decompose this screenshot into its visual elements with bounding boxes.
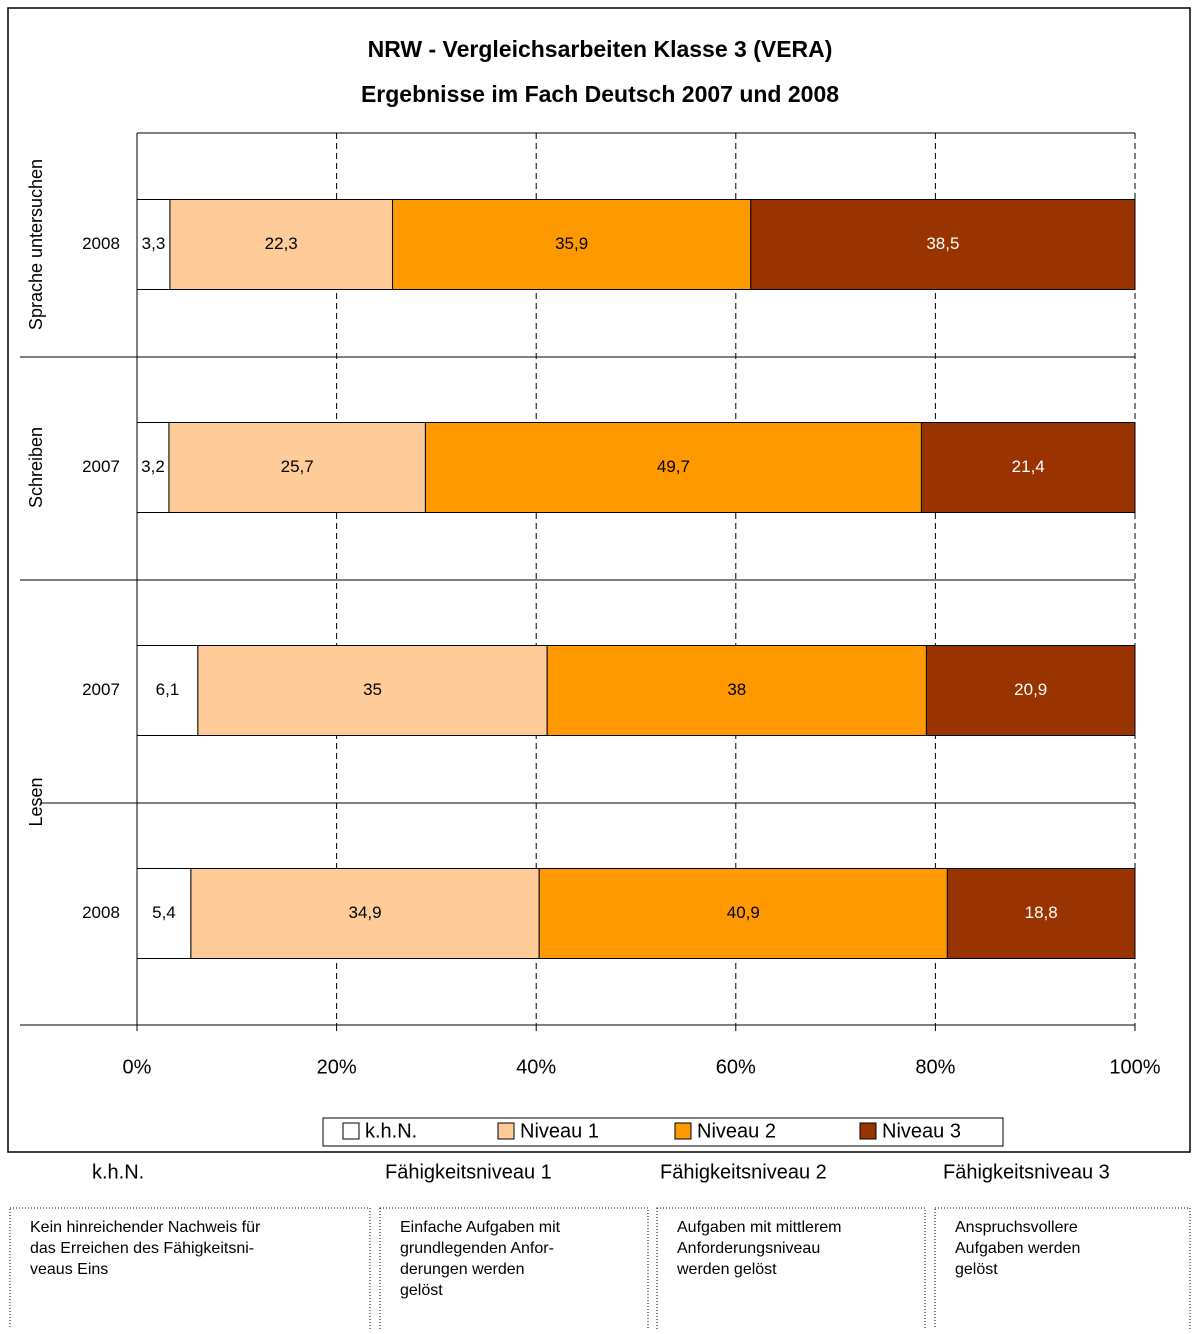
data-label: 35 xyxy=(363,680,382,699)
legend-label: Niveau 1 xyxy=(520,1120,599,1142)
x-tick-label: 60% xyxy=(716,1056,756,1078)
description-text: Aufgaben mit mittlerem xyxy=(677,1219,842,1236)
legend-swatch xyxy=(674,1122,692,1140)
y-tick-label: 2007 xyxy=(82,457,120,476)
data-label: 25,7 xyxy=(281,457,314,476)
data-label: 49,7 xyxy=(657,457,690,476)
data-label: 5,4 xyxy=(152,903,176,922)
description-box xyxy=(934,1207,1191,1334)
data-label: 3,2 xyxy=(141,457,165,476)
x-tick-label: 80% xyxy=(915,1056,955,1078)
description-text: Anspruchsvollere xyxy=(955,1219,1078,1236)
bar-segment xyxy=(136,645,199,736)
description-text: gelöst xyxy=(955,1261,998,1278)
description-text: Anforderungsniveau xyxy=(677,1240,820,1257)
description-heading: Fähigkeitsniveau 1 xyxy=(385,1161,552,1183)
description-text: veaus Eins xyxy=(30,1261,108,1278)
description-box xyxy=(656,1207,926,1334)
bar-segment xyxy=(546,645,927,736)
data-label: 20,9 xyxy=(1014,680,1047,699)
bar-segment xyxy=(190,868,540,959)
legend-swatch xyxy=(497,1122,515,1140)
bar-segment xyxy=(391,199,752,290)
bar-segment xyxy=(197,645,548,736)
y-tick-label: 2007 xyxy=(82,680,120,699)
data-label: 34,9 xyxy=(348,903,381,922)
description-text: Kein hinreichender Nachweis für xyxy=(30,1219,261,1236)
bar-segment xyxy=(136,868,192,959)
group-label: Lesen xyxy=(26,777,46,826)
description-box xyxy=(379,1207,649,1334)
chart-title: Ergebnisse im Fach Deutsch 2007 und 2008 xyxy=(361,81,839,107)
legend-label: k.h.N. xyxy=(365,1120,417,1142)
legend-box xyxy=(322,1117,1004,1147)
bar-segment xyxy=(169,199,393,290)
data-label: 6,1 xyxy=(156,680,180,699)
description-text: derungen werden xyxy=(400,1261,525,1278)
description-text: Aufgaben werden xyxy=(955,1240,1080,1257)
x-tick-label: 0% xyxy=(123,1056,152,1078)
legend-swatch xyxy=(859,1122,877,1140)
description-heading: k.h.N. xyxy=(92,1161,144,1183)
x-tick-label: 20% xyxy=(317,1056,357,1078)
bar-segment xyxy=(424,422,922,513)
description-box xyxy=(9,1207,371,1334)
description-text: Einfache Aufgaben mit xyxy=(400,1219,561,1236)
y-tick-label: 2008 xyxy=(82,234,120,253)
bar-segment xyxy=(920,422,1136,513)
description-text: gelöst xyxy=(400,1282,443,1299)
legend-swatch xyxy=(342,1122,360,1140)
bar-segment xyxy=(946,868,1136,959)
bar-segment xyxy=(136,199,171,290)
description-heading: Fähigkeitsniveau 3 xyxy=(943,1161,1110,1183)
legend-label: Niveau 3 xyxy=(882,1120,961,1142)
bar-segment xyxy=(925,645,1136,736)
group-label: Sprache untersuchen xyxy=(26,159,46,330)
bar-segment xyxy=(538,868,948,959)
data-label: 38,5 xyxy=(926,234,959,253)
bar-segment xyxy=(750,199,1136,290)
legend-label: Niveau 2 xyxy=(697,1120,776,1142)
description-text: das Erreichen des Fähigkeitsni- xyxy=(30,1240,254,1257)
x-tick-label: 100% xyxy=(1109,1056,1160,1078)
data-label: 18,8 xyxy=(1025,903,1058,922)
data-label: 35,9 xyxy=(555,234,588,253)
bar-segment xyxy=(168,422,426,513)
data-label: 22,3 xyxy=(265,234,298,253)
group-label: Schreiben xyxy=(26,427,46,508)
description-text: werden gelöst xyxy=(676,1261,777,1278)
description-heading: Fähigkeitsniveau 2 xyxy=(660,1161,827,1183)
y-tick-label: 2008 xyxy=(82,903,120,922)
data-label: 38 xyxy=(727,680,746,699)
x-tick-label: 40% xyxy=(516,1056,556,1078)
data-label: 3,3 xyxy=(142,234,166,253)
data-label: 21,4 xyxy=(1012,457,1045,476)
chart-title: NRW - Vergleichsarbeiten Klasse 3 (VERA) xyxy=(368,36,833,62)
data-label: 40,9 xyxy=(727,903,760,922)
description-text: grundlegenden Anfor- xyxy=(400,1240,554,1257)
